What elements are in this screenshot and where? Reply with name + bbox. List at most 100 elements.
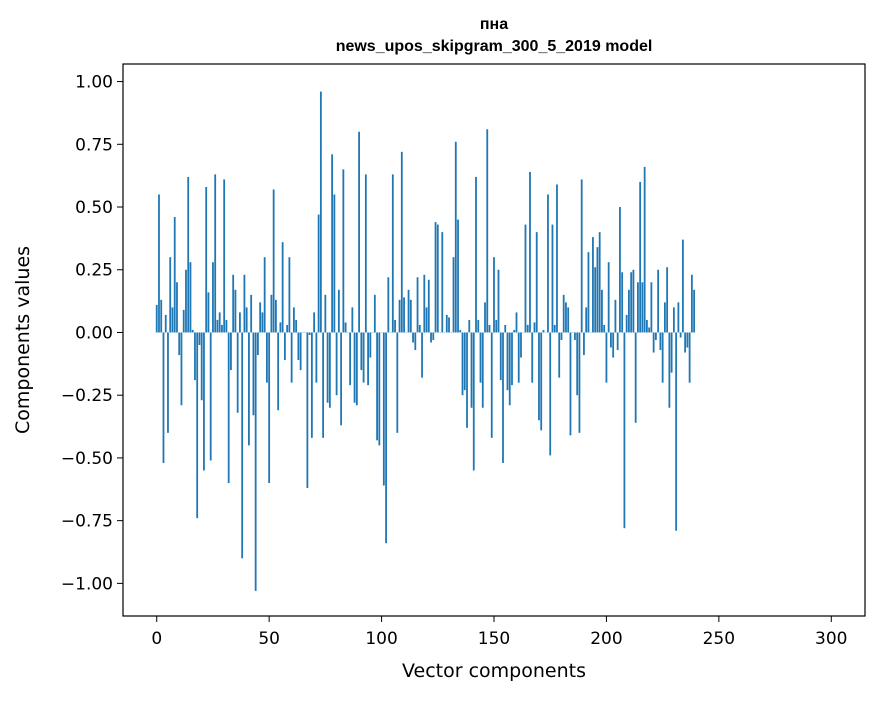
bar	[244, 275, 246, 333]
bar	[230, 332, 232, 370]
bar	[543, 330, 545, 333]
bar	[329, 332, 331, 407]
bar	[507, 332, 509, 390]
bar	[196, 332, 198, 518]
bar	[610, 332, 612, 347]
bar	[606, 332, 608, 382]
bar	[635, 332, 637, 422]
bar	[360, 332, 362, 370]
bar	[315, 332, 317, 382]
bar	[597, 247, 599, 332]
bar	[300, 332, 302, 370]
bar	[239, 312, 241, 332]
bar	[671, 332, 673, 372]
bar	[540, 332, 542, 430]
bar	[615, 300, 617, 333]
bar	[473, 332, 475, 470]
bar	[235, 290, 237, 333]
bar	[531, 332, 533, 382]
bar	[457, 220, 459, 333]
bar	[453, 257, 455, 332]
bar	[351, 307, 353, 332]
bar	[367, 332, 369, 385]
bar	[624, 332, 626, 528]
bar	[248, 332, 250, 445]
bar	[594, 267, 596, 332]
bar	[183, 310, 185, 333]
bar	[448, 317, 450, 332]
bar	[495, 320, 497, 333]
bar	[518, 332, 520, 382]
bar	[383, 332, 385, 485]
bar	[644, 167, 646, 333]
bar	[603, 325, 605, 333]
bar	[333, 194, 335, 332]
bar	[201, 332, 203, 400]
bar	[626, 315, 628, 333]
bar	[414, 332, 416, 350]
bar	[237, 332, 239, 412]
bar	[369, 332, 371, 357]
bar	[327, 332, 329, 402]
bar	[621, 272, 623, 332]
x-tick-label: 0	[151, 629, 162, 649]
x-tick-label: 100	[365, 629, 397, 649]
bar	[223, 179, 225, 332]
y-tick-label: −0.75	[61, 512, 113, 532]
bar	[160, 300, 162, 333]
bar	[682, 240, 684, 333]
bar	[637, 282, 639, 332]
bar	[459, 330, 461, 333]
bar	[417, 277, 419, 332]
bar	[565, 302, 567, 332]
bar	[349, 332, 351, 385]
bar	[432, 332, 434, 340]
bar	[192, 330, 194, 333]
bar	[331, 154, 333, 332]
bar	[430, 332, 432, 342]
bar	[601, 290, 603, 333]
bar	[509, 332, 511, 405]
bar	[426, 307, 428, 332]
bar	[288, 257, 290, 332]
bar	[619, 207, 621, 332]
bar	[653, 332, 655, 352]
bar	[570, 332, 572, 435]
bar	[489, 325, 491, 333]
bar	[655, 332, 657, 340]
y-tick-label: −0.50	[61, 449, 113, 469]
bar	[581, 179, 583, 332]
bar	[401, 152, 403, 333]
bar	[561, 332, 563, 340]
bar	[167, 332, 169, 432]
x-tick-label: 150	[478, 629, 510, 649]
bar	[284, 332, 286, 360]
bar	[286, 325, 288, 333]
bar	[264, 257, 266, 332]
bar	[477, 320, 479, 333]
bar	[592, 237, 594, 332]
bar	[320, 92, 322, 333]
bar	[484, 302, 486, 332]
bar	[356, 332, 358, 405]
bar	[354, 332, 356, 402]
y-tick-label: −1.00	[61, 574, 113, 594]
y-tick-label: 0.25	[75, 261, 113, 281]
bar	[228, 332, 230, 483]
bar	[232, 275, 234, 333]
bar	[464, 332, 466, 390]
x-tick-label: 250	[703, 629, 735, 649]
bar	[268, 332, 270, 483]
x-tick-label: 50	[258, 629, 280, 649]
bar	[190, 262, 192, 332]
bar	[318, 215, 320, 333]
bar	[628, 290, 630, 333]
bar	[199, 332, 201, 345]
bar	[212, 262, 214, 332]
bar	[385, 332, 387, 543]
bar	[662, 332, 664, 382]
bar	[392, 174, 394, 332]
bar	[210, 332, 212, 460]
bar	[419, 325, 421, 333]
